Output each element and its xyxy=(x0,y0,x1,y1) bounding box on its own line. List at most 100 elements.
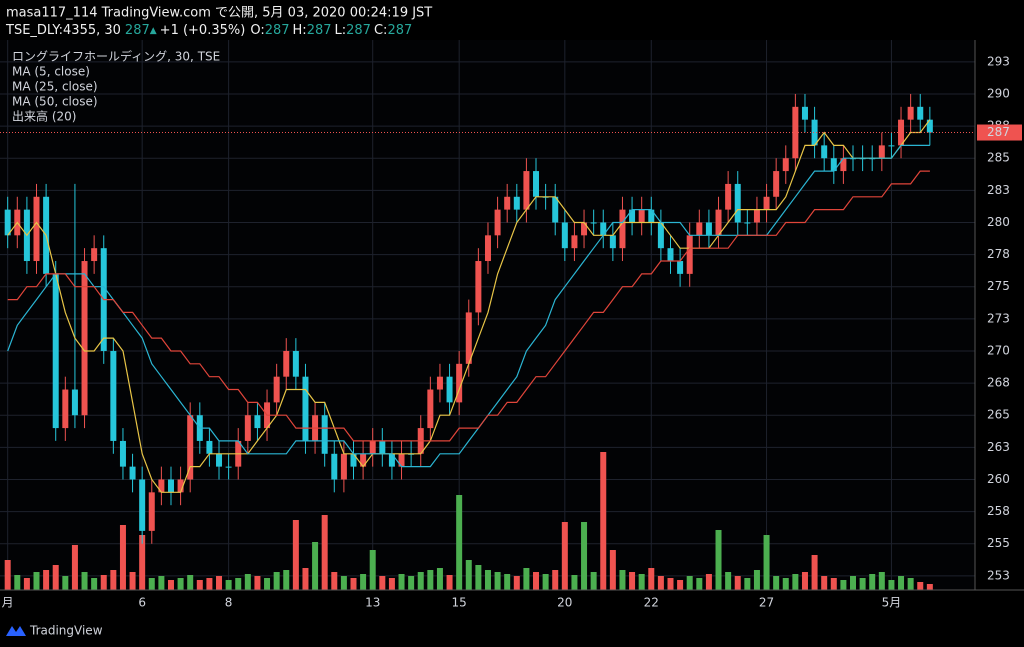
y-tick-label: 290 xyxy=(987,86,1010,100)
volume-bar xyxy=(667,578,674,590)
volume-bar xyxy=(340,576,347,590)
ohlc-label: H: xyxy=(293,23,307,38)
candle-body xyxy=(475,261,482,313)
volume-bar xyxy=(744,578,751,590)
candle-body xyxy=(696,222,703,236)
volume-bar xyxy=(283,570,290,590)
volume-bar xyxy=(821,576,828,590)
watermark: TradingView xyxy=(29,624,103,638)
volume-bar xyxy=(139,535,146,590)
volume-bar xyxy=(561,522,568,590)
candle-body xyxy=(494,209,501,236)
volume-bar xyxy=(859,578,866,590)
volume-bar xyxy=(801,572,808,590)
volume-bar xyxy=(917,582,924,590)
x-tick-label: 6 xyxy=(138,596,146,610)
arrow: ▲ xyxy=(150,26,157,36)
volume-bar xyxy=(321,515,328,590)
volume-bar xyxy=(475,565,482,590)
volume-bar xyxy=(513,576,520,590)
logo-icon xyxy=(6,626,26,636)
candle-body xyxy=(52,273,59,429)
legend-entry: MA (5, close) xyxy=(12,65,90,79)
candle-body xyxy=(427,389,434,429)
candle-body xyxy=(667,248,674,262)
volume-bar xyxy=(167,580,174,590)
candle-body xyxy=(840,158,847,172)
volume-bar xyxy=(850,576,857,590)
volume-bar xyxy=(264,578,271,590)
candle-body xyxy=(878,145,885,159)
y-tick-label: 285 xyxy=(987,151,1010,165)
candle-body xyxy=(552,196,559,223)
candle-body xyxy=(119,440,126,467)
candle-body xyxy=(638,209,645,223)
candle-body xyxy=(830,158,837,172)
volume-bar xyxy=(888,580,895,590)
candle-body xyxy=(571,235,578,249)
candle-layer xyxy=(4,93,933,544)
candle-body xyxy=(705,222,712,236)
candle-body xyxy=(206,440,213,454)
volume-bar xyxy=(177,578,184,590)
ohlc-label: C: xyxy=(374,23,387,38)
y-tick-label: 278 xyxy=(987,247,1010,261)
y-tick-label: 265 xyxy=(987,408,1010,422)
volume-bar xyxy=(235,578,242,590)
volume-bar xyxy=(840,580,847,590)
ma-line xyxy=(7,119,931,493)
volume-bar xyxy=(542,574,549,590)
candle-body xyxy=(648,209,655,223)
candle-body xyxy=(888,145,895,147)
legend-entry: MA (50, close) xyxy=(12,95,98,109)
candle-body xyxy=(561,222,568,249)
volume-bar xyxy=(811,555,818,590)
volume-bar xyxy=(465,560,472,590)
volume-bar xyxy=(686,576,693,590)
y-tick-label: 275 xyxy=(987,279,1010,293)
symbol: TSE_DLY:4355, 30 xyxy=(5,23,121,38)
volume-bar xyxy=(696,578,703,590)
candle-body xyxy=(340,453,347,480)
volume-bar xyxy=(100,575,107,590)
candle-body xyxy=(484,235,491,262)
volume-bar xyxy=(129,572,136,590)
volume-bar xyxy=(216,576,223,590)
volume-bar xyxy=(244,574,251,590)
volume-bar xyxy=(388,578,395,590)
candle-body xyxy=(465,312,472,364)
x-tick-label: 8 xyxy=(225,596,233,610)
candle-body xyxy=(33,196,40,262)
y-tick-label: 253 xyxy=(987,568,1010,582)
x-tick-label: 27 xyxy=(759,596,774,610)
volume-bar xyxy=(926,584,933,590)
volume-bar xyxy=(158,576,165,590)
volume-bar xyxy=(273,572,280,590)
last-price-label: 287 xyxy=(987,125,1010,139)
volume-bar xyxy=(725,572,732,590)
volume-bar xyxy=(254,576,261,590)
volume-bar xyxy=(62,576,69,590)
candle-body xyxy=(753,209,760,223)
candle-body xyxy=(744,222,751,224)
candle-body xyxy=(167,479,174,493)
candle-body xyxy=(216,453,223,467)
volume-bar xyxy=(677,580,684,590)
volume-bar xyxy=(533,572,540,590)
candle-body xyxy=(513,196,520,210)
ma-line xyxy=(7,170,930,442)
candle-body xyxy=(898,119,905,146)
y-tick-label: 270 xyxy=(987,343,1010,357)
volume-bar xyxy=(417,572,424,590)
candle-body xyxy=(71,389,78,416)
last-price: 287 xyxy=(125,23,150,38)
candle-body xyxy=(398,453,405,467)
y-tick-label: 258 xyxy=(987,504,1010,518)
volume-bar xyxy=(523,568,530,590)
legend-symbol: ロングライフホールディング, 30, TSE xyxy=(12,49,220,64)
volume-bar xyxy=(225,580,232,590)
candle-body xyxy=(225,466,232,468)
volume-bar xyxy=(600,452,607,590)
candle-body xyxy=(4,209,11,236)
